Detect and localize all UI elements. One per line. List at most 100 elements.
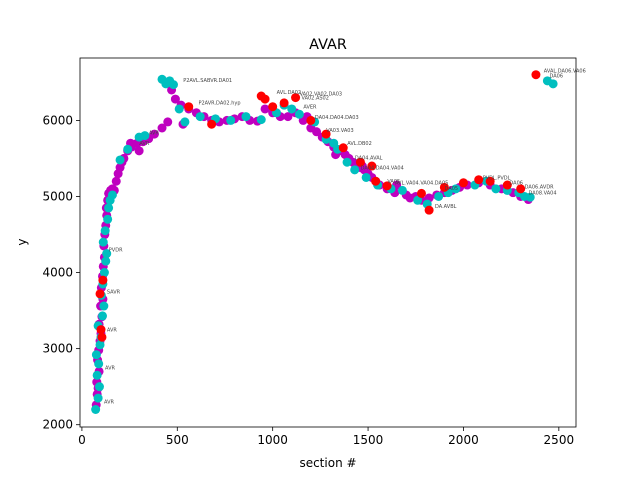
axes <box>79 57 577 428</box>
data-point <box>329 138 339 148</box>
data-point <box>306 115 316 125</box>
data-point <box>531 70 541 80</box>
y-axis-ticks: 2000 3000 4000 5000 6000 <box>42 113 80 432</box>
point-label: AVER <box>303 104 317 110</box>
point-label: DA04.AVAL <box>355 155 383 161</box>
data-point <box>107 190 117 200</box>
data-point <box>99 301 109 311</box>
data-point <box>474 175 484 185</box>
data-point <box>174 104 184 114</box>
data-point <box>96 325 106 335</box>
data-point <box>451 184 461 194</box>
point-label: DA.AVBL <box>435 204 457 210</box>
data-point <box>367 161 377 171</box>
point-label: SAVR <box>107 289 121 295</box>
data-point <box>382 181 392 191</box>
point-label: AVR <box>104 400 115 406</box>
plot-area: P2AVL.SABVR.DA01P2AVR.DA02.hypAVL.DA02VA… <box>91 69 586 415</box>
data-point <box>99 268 109 278</box>
point-label: P2AVR.DA02.hyp <box>198 101 240 107</box>
y-tick-label: 3000 <box>42 342 73 356</box>
data-point <box>157 123 167 133</box>
point-label: DA05 <box>445 186 459 192</box>
data-point <box>416 188 426 198</box>
data-point <box>338 143 348 153</box>
data-point <box>548 79 558 89</box>
point-label: AVR <box>107 327 118 333</box>
data-point <box>405 193 415 203</box>
point-label: VA02.VA02.DA03 <box>300 92 343 98</box>
y-tick-label: 2000 <box>42 418 73 432</box>
point-label: PVDL.PVDL <box>483 175 511 181</box>
data-point <box>98 275 108 285</box>
data-point <box>371 176 381 186</box>
data-point <box>91 350 101 360</box>
point-label: AVR <box>139 141 150 147</box>
data-point <box>93 393 103 403</box>
x-tick-label: 1500 <box>353 433 384 447</box>
data-point <box>260 94 270 104</box>
data-point <box>226 115 236 125</box>
axes-frame <box>79 57 577 428</box>
data-point <box>163 117 173 127</box>
data-point <box>115 155 125 165</box>
data-point <box>95 289 105 299</box>
data-point <box>342 157 352 167</box>
data-point <box>149 129 159 139</box>
data-point <box>95 340 105 350</box>
data-point <box>502 180 512 190</box>
point-label: AVL.DA02 <box>277 90 301 96</box>
data-point <box>287 104 297 114</box>
point-label: VA02.AS02 <box>301 95 328 101</box>
point-label: AVL.VA04.VA04.DA05 <box>395 181 448 187</box>
data-point <box>294 109 304 119</box>
data-point <box>434 191 444 201</box>
data-point <box>458 178 468 188</box>
data-point <box>283 112 293 122</box>
data-point <box>91 405 101 415</box>
data-point <box>140 131 150 141</box>
x-tick-label: 2000 <box>448 433 479 447</box>
data-point <box>485 176 495 186</box>
data-point <box>256 115 266 125</box>
point-label: DA08.VA04 <box>528 190 556 196</box>
data-point <box>321 129 331 139</box>
y-tick-label: 5000 <box>42 189 73 203</box>
data-point <box>241 112 251 122</box>
data-point <box>103 214 113 224</box>
point-label: DA04.DA04.VA04 <box>361 165 404 171</box>
data-point <box>424 205 434 215</box>
data-point <box>207 119 217 129</box>
data-point <box>98 311 108 321</box>
point-label: P2AVL.SABVR.DA01 <box>183 78 232 84</box>
data-point <box>170 94 180 104</box>
x-axis-ticks: 0 500 1000 1500 2000 2500 <box>78 427 574 447</box>
data-point <box>291 93 301 103</box>
data-point <box>134 146 144 156</box>
data-point <box>101 256 111 266</box>
series-1 <box>91 74 558 415</box>
data-point <box>525 192 535 202</box>
x-tick-label: 500 <box>166 433 189 447</box>
data-point <box>94 359 104 369</box>
data-point <box>98 237 108 247</box>
x-axis-label: section # <box>299 456 356 470</box>
data-point <box>94 382 104 392</box>
data-point <box>180 117 190 127</box>
x-tick-label: 0 <box>78 433 86 447</box>
data-point <box>195 112 205 122</box>
data-point <box>168 80 178 90</box>
data-point <box>413 195 423 205</box>
data-point <box>184 102 194 112</box>
data-point <box>312 127 322 137</box>
point-label: AVR <box>105 365 116 371</box>
data-point <box>516 184 526 194</box>
series-2 <box>95 70 541 342</box>
data-point <box>350 165 360 175</box>
y-tick-label: 4000 <box>42 266 73 280</box>
point-label: VA05 <box>387 179 400 185</box>
point-label: DA06 <box>509 181 523 187</box>
point-label: AVL.DB02 <box>347 141 372 147</box>
data-point <box>355 157 365 167</box>
y-axis-label: y <box>15 238 29 245</box>
